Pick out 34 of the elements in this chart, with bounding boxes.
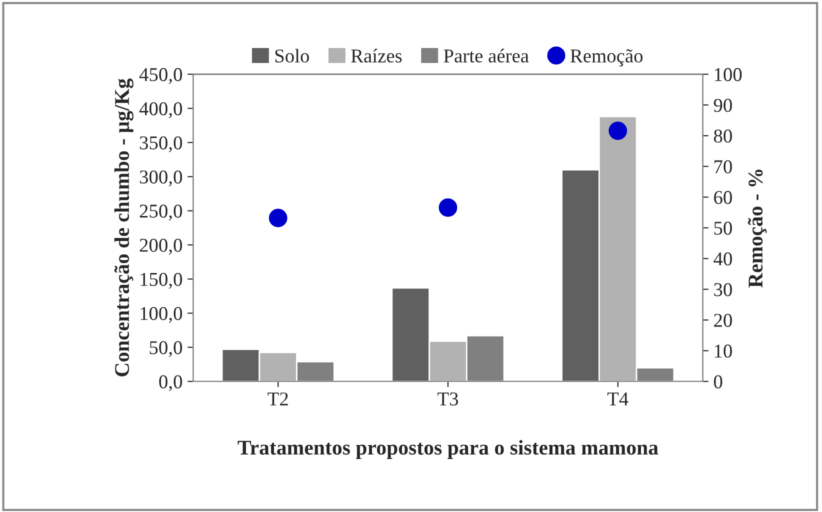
y-tick-label: 50,0 xyxy=(150,341,182,358)
y2-tick-label: 90 xyxy=(714,98,732,112)
y-tick-label: 450,0 xyxy=(139,68,182,84)
y2-tick-label: 80 xyxy=(714,129,732,143)
legend-label: Raízes xyxy=(351,48,402,63)
x-axis-title: Tratamentos propostos para o sistema mamona xyxy=(238,440,658,459)
y-tick-label: 200,0 xyxy=(140,238,182,255)
legend-label: Solo xyxy=(275,48,309,63)
y-tick-label: 0,0 xyxy=(159,375,182,392)
y2-tick-label: 100 xyxy=(714,68,742,82)
y2-tick-label: 0 xyxy=(714,375,722,388)
y2-tick-label: 70 xyxy=(714,160,732,174)
y-tick-label: 300,0 xyxy=(140,170,182,186)
x-tick-label: T4 xyxy=(607,392,628,406)
y2-tick-label: 10 xyxy=(714,344,732,358)
y2-tick-label: 60 xyxy=(714,190,732,204)
x-tick-label: T2 xyxy=(268,392,288,406)
y2-tick-label: 30 xyxy=(714,283,732,296)
y-tick-label: 100,0 xyxy=(140,306,182,323)
y2-tick-label: 20 xyxy=(714,314,732,327)
point xyxy=(268,208,288,228)
y-axis-title: Concentração de chumbo - µg/Kg xyxy=(114,78,134,376)
legend-label: Parte aérea xyxy=(444,48,529,63)
y2-tick-label: 40 xyxy=(714,252,732,266)
point xyxy=(608,122,628,140)
y-tick-label: 250,0 xyxy=(140,204,182,221)
y-tick-label: 350,0 xyxy=(140,136,182,152)
legend-label: Remoção xyxy=(570,49,643,66)
point xyxy=(438,198,458,217)
y2-axis-title: Remoção - % xyxy=(748,170,767,288)
y2-tick-label: 50 xyxy=(714,222,732,235)
y-tick-label: 150,0 xyxy=(140,272,182,289)
y-tick-label: 400,0 xyxy=(139,102,182,118)
x-tick-label: T3 xyxy=(438,392,458,406)
